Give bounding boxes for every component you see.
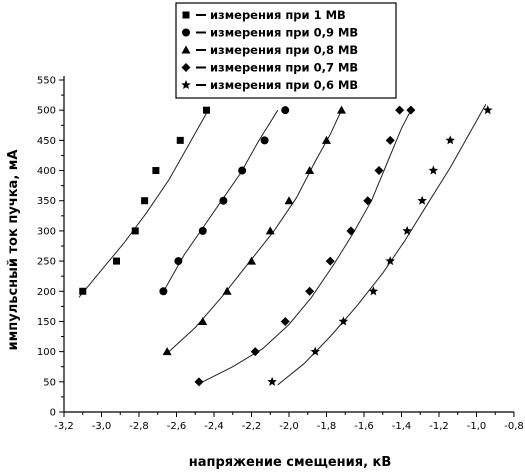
- x-tick-label: -1,8: [317, 421, 337, 432]
- data-point: [176, 136, 184, 144]
- y-axis-label: импульсный ток пучка, мА: [6, 150, 21, 351]
- legend-marker: [182, 11, 190, 19]
- data-point: [445, 135, 456, 145]
- y-tick-label: 350: [37, 196, 56, 207]
- data-point: [219, 196, 228, 205]
- y-tick-label: 450: [37, 136, 56, 147]
- data-point: [305, 286, 315, 296]
- y-tick-label: 150: [37, 317, 56, 328]
- x-tick-label: -2,4: [204, 421, 224, 432]
- y-tick-label: 100: [37, 347, 56, 358]
- data-point: [395, 105, 405, 115]
- data-point: [194, 377, 204, 387]
- legend-entry: измерения при 0,6 МВ: [210, 78, 358, 92]
- series-2: [159, 106, 290, 296]
- data-point: [385, 256, 396, 266]
- y-tick-label: 0: [50, 408, 56, 419]
- data-point: [265, 226, 275, 235]
- legend-marker: [182, 28, 190, 37]
- x-tick-label: -1,6: [354, 421, 374, 432]
- y-tick-label: 50: [43, 377, 56, 388]
- data-point: [368, 286, 379, 296]
- data-point: [428, 165, 439, 175]
- data-point: [222, 286, 232, 295]
- data-point: [203, 106, 210, 114]
- data-point: [267, 376, 277, 386]
- data-point: [159, 287, 168, 296]
- data-point: [310, 346, 321, 356]
- fit-curve: [202, 109, 412, 383]
- data-point: [250, 347, 260, 357]
- data-point: [338, 316, 349, 326]
- x-axis-label: напряжение смещения, кВ: [189, 455, 392, 470]
- data-point: [280, 316, 290, 326]
- x-tick-label: -3,2: [54, 421, 74, 432]
- data-point: [260, 136, 269, 145]
- legend-marker: [181, 80, 191, 90]
- data-point: [152, 167, 160, 175]
- data-point: [247, 256, 256, 265]
- data-point: [346, 226, 356, 236]
- series-3: [162, 105, 346, 356]
- y-tick-label: 250: [37, 257, 56, 268]
- data-point: [174, 257, 183, 266]
- data-point: [325, 256, 335, 266]
- data-point: [417, 195, 427, 205]
- legend-entry: измерения при 1 МВ: [210, 8, 346, 22]
- legend-entry: измерения при 0,9 МВ: [210, 26, 358, 40]
- data-point: [284, 196, 294, 205]
- data-point: [322, 135, 331, 144]
- x-tick-label: -3,0: [92, 421, 112, 432]
- data-point: [363, 196, 373, 206]
- data-point: [374, 166, 384, 176]
- data-point: [79, 287, 87, 295]
- data-point: [337, 105, 346, 114]
- data-point: [385, 135, 395, 145]
- data-point: [305, 166, 315, 175]
- x-tick-label: -2,2: [242, 421, 262, 432]
- data-point: [238, 166, 247, 175]
- data-point: [482, 105, 493, 115]
- y-tick-label: 400: [37, 166, 56, 177]
- x-tick-label: -0,8: [504, 421, 524, 432]
- series-4: [194, 105, 416, 387]
- y-tick-label: 500: [37, 106, 56, 117]
- legend-box: [175, 2, 397, 99]
- y-tick-label: 300: [37, 226, 56, 237]
- legend-marker: [181, 63, 191, 72]
- legend-entry: измерения при 0,8 МВ: [210, 43, 358, 57]
- data-point: [402, 225, 412, 235]
- data-point: [198, 226, 207, 235]
- series-1: [78, 106, 210, 298]
- data-point: [281, 106, 290, 115]
- x-tick-label: -1,4: [392, 421, 412, 432]
- x-tick-label: -1,0: [467, 421, 487, 432]
- axes: 0 50 100 150 200 250 300 350 400 450 500 550 -3,2 -3,…: [37, 76, 524, 433]
- x-tick-label: -2,0: [279, 421, 299, 432]
- x-tick-label: -1,2: [429, 421, 449, 432]
- data-point: [131, 227, 139, 235]
- fit-curve: [78, 112, 207, 298]
- data-point: [141, 197, 149, 205]
- x-tick-label: -2,8: [129, 421, 149, 432]
- legend-marker: [181, 45, 191, 54]
- x-tick-label: -2,6: [167, 421, 187, 432]
- y-tick-label: 200: [37, 287, 56, 298]
- series-5: [267, 103, 493, 386]
- fit-curve: [277, 103, 487, 386]
- legend-entry: измерения при 0,7 МВ: [210, 61, 358, 75]
- data-point: [162, 347, 172, 356]
- data-point: [113, 257, 120, 265]
- data-point: [406, 105, 416, 115]
- plot-area: [78, 103, 493, 387]
- y-tick-label: 550: [37, 76, 56, 87]
- data-point: [198, 316, 208, 325]
- legend: измерения при 1 МВ измерения при 0,9 МВ из…: [175, 2, 397, 99]
